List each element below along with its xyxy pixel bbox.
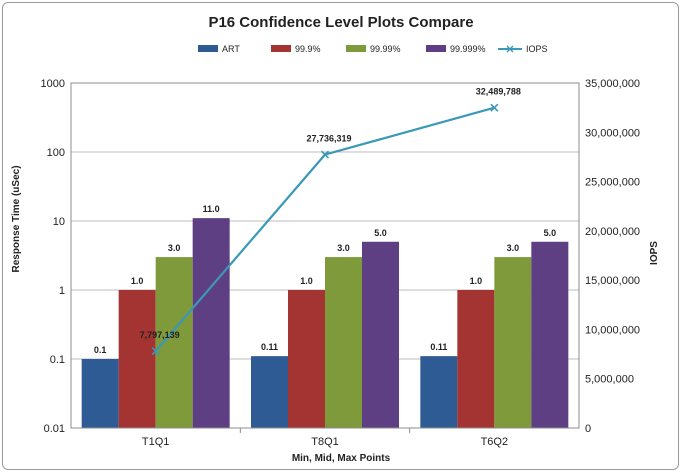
y2-tick-label: 20,000,000 [585, 226, 640, 238]
bar-data-label: 0.1 [94, 345, 107, 355]
bar-data-label: 1.0 [470, 276, 483, 286]
y-tick-label: 1 [59, 285, 65, 297]
bar [362, 241, 399, 428]
legend-marker [506, 45, 514, 53]
confidence-level-chart: P16 Confidence Level Plots Compare ART 99… [11, 14, 660, 464]
bar-data-label: 1.0 [300, 276, 313, 286]
bar [420, 356, 458, 428]
y2-tick-label: 35,000,000 [585, 78, 640, 90]
y-tick-label: 0.1 [50, 354, 65, 366]
legend-label: ART [222, 44, 240, 54]
legend-swatch [198, 45, 218, 52]
bar-data-label: 3.0 [168, 243, 181, 253]
y2-tick-label: 30,000,000 [585, 127, 640, 139]
legend: ART 99.9% 99.99% 99.999% IOPS [198, 44, 548, 54]
bar [288, 290, 325, 428]
bar [251, 356, 288, 428]
legend-label: 99.99% [370, 44, 401, 54]
legend-swatch [346, 45, 366, 52]
bar-data-label: 0.11 [261, 342, 278, 352]
legend-label: IOPS [526, 44, 548, 54]
y-tick-label: 100 [47, 147, 65, 159]
bar [325, 257, 362, 428]
bar [192, 218, 230, 428]
y2-tick-label: 25,000,000 [585, 177, 640, 189]
bar-data-label: 1.0 [131, 276, 144, 286]
bar [118, 290, 156, 428]
bar [494, 257, 532, 428]
axes: 0.010.1110100100005,000,00010,000,00015,… [41, 78, 641, 448]
bar-data-label: 11.0 [203, 204, 220, 214]
y2-tick-label: 15,000,000 [585, 275, 640, 287]
legend-label: 99.9% [295, 44, 321, 54]
x-axis-title: Min, Mid, Max Points [292, 453, 391, 464]
bars: 0.1 1.0 3.0 11.0 0.11 1.0 3.0 5.0 0.11 1.0 3.0 5.0 [81, 204, 569, 428]
bar-data-label: 3.0 [337, 243, 350, 253]
iops-line: 7,797,139 27,736,319 32,489,788 [140, 87, 521, 356]
legend-swatch [271, 45, 291, 52]
chart-title: P16 Confidence Level Plots Compare [208, 14, 473, 31]
iops-point-marker [320, 150, 330, 159]
bar [457, 290, 495, 428]
iops-data-label: 7,797,139 [140, 330, 180, 340]
y-tick-label: 0.01 [44, 423, 65, 435]
y-axis-title: Response Time (uSec) [11, 165, 22, 272]
bar-data-label: 5.0 [544, 228, 557, 238]
iops-point-marker [151, 347, 160, 356]
chart-frame: P16 Confidence Level Plots Compare ART 99… [2, 2, 679, 470]
plot-area-border [70, 82, 580, 429]
bar [81, 359, 119, 428]
y-tick-label: 10 [53, 216, 65, 228]
y-tick-label: 1000 [41, 78, 65, 90]
iops-data-label: 32,489,788 [476, 87, 521, 97]
bar [531, 241, 569, 428]
bar-data-label: 3.0 [507, 243, 520, 253]
y2-axis-title: IOPS [649, 241, 660, 265]
y2-tick-label: 0 [585, 423, 591, 435]
bar-data-label: 5.0 [374, 228, 387, 238]
y2-tick-label: 10,000,000 [585, 324, 640, 336]
x-tick-label: T6Q2 [481, 436, 509, 448]
x-tick-label: T1Q1 [142, 436, 170, 448]
bar [155, 257, 193, 428]
x-tick-label: T8Q1 [311, 436, 339, 448]
iops-data-label: 27,736,319 [306, 134, 351, 144]
bar-data-label: 0.11 [430, 342, 447, 352]
y2-tick-label: 5,000,000 [585, 374, 634, 386]
legend-swatch [426, 45, 446, 52]
iops-point-marker [490, 103, 499, 112]
legend-label: 99.999% [450, 44, 486, 54]
